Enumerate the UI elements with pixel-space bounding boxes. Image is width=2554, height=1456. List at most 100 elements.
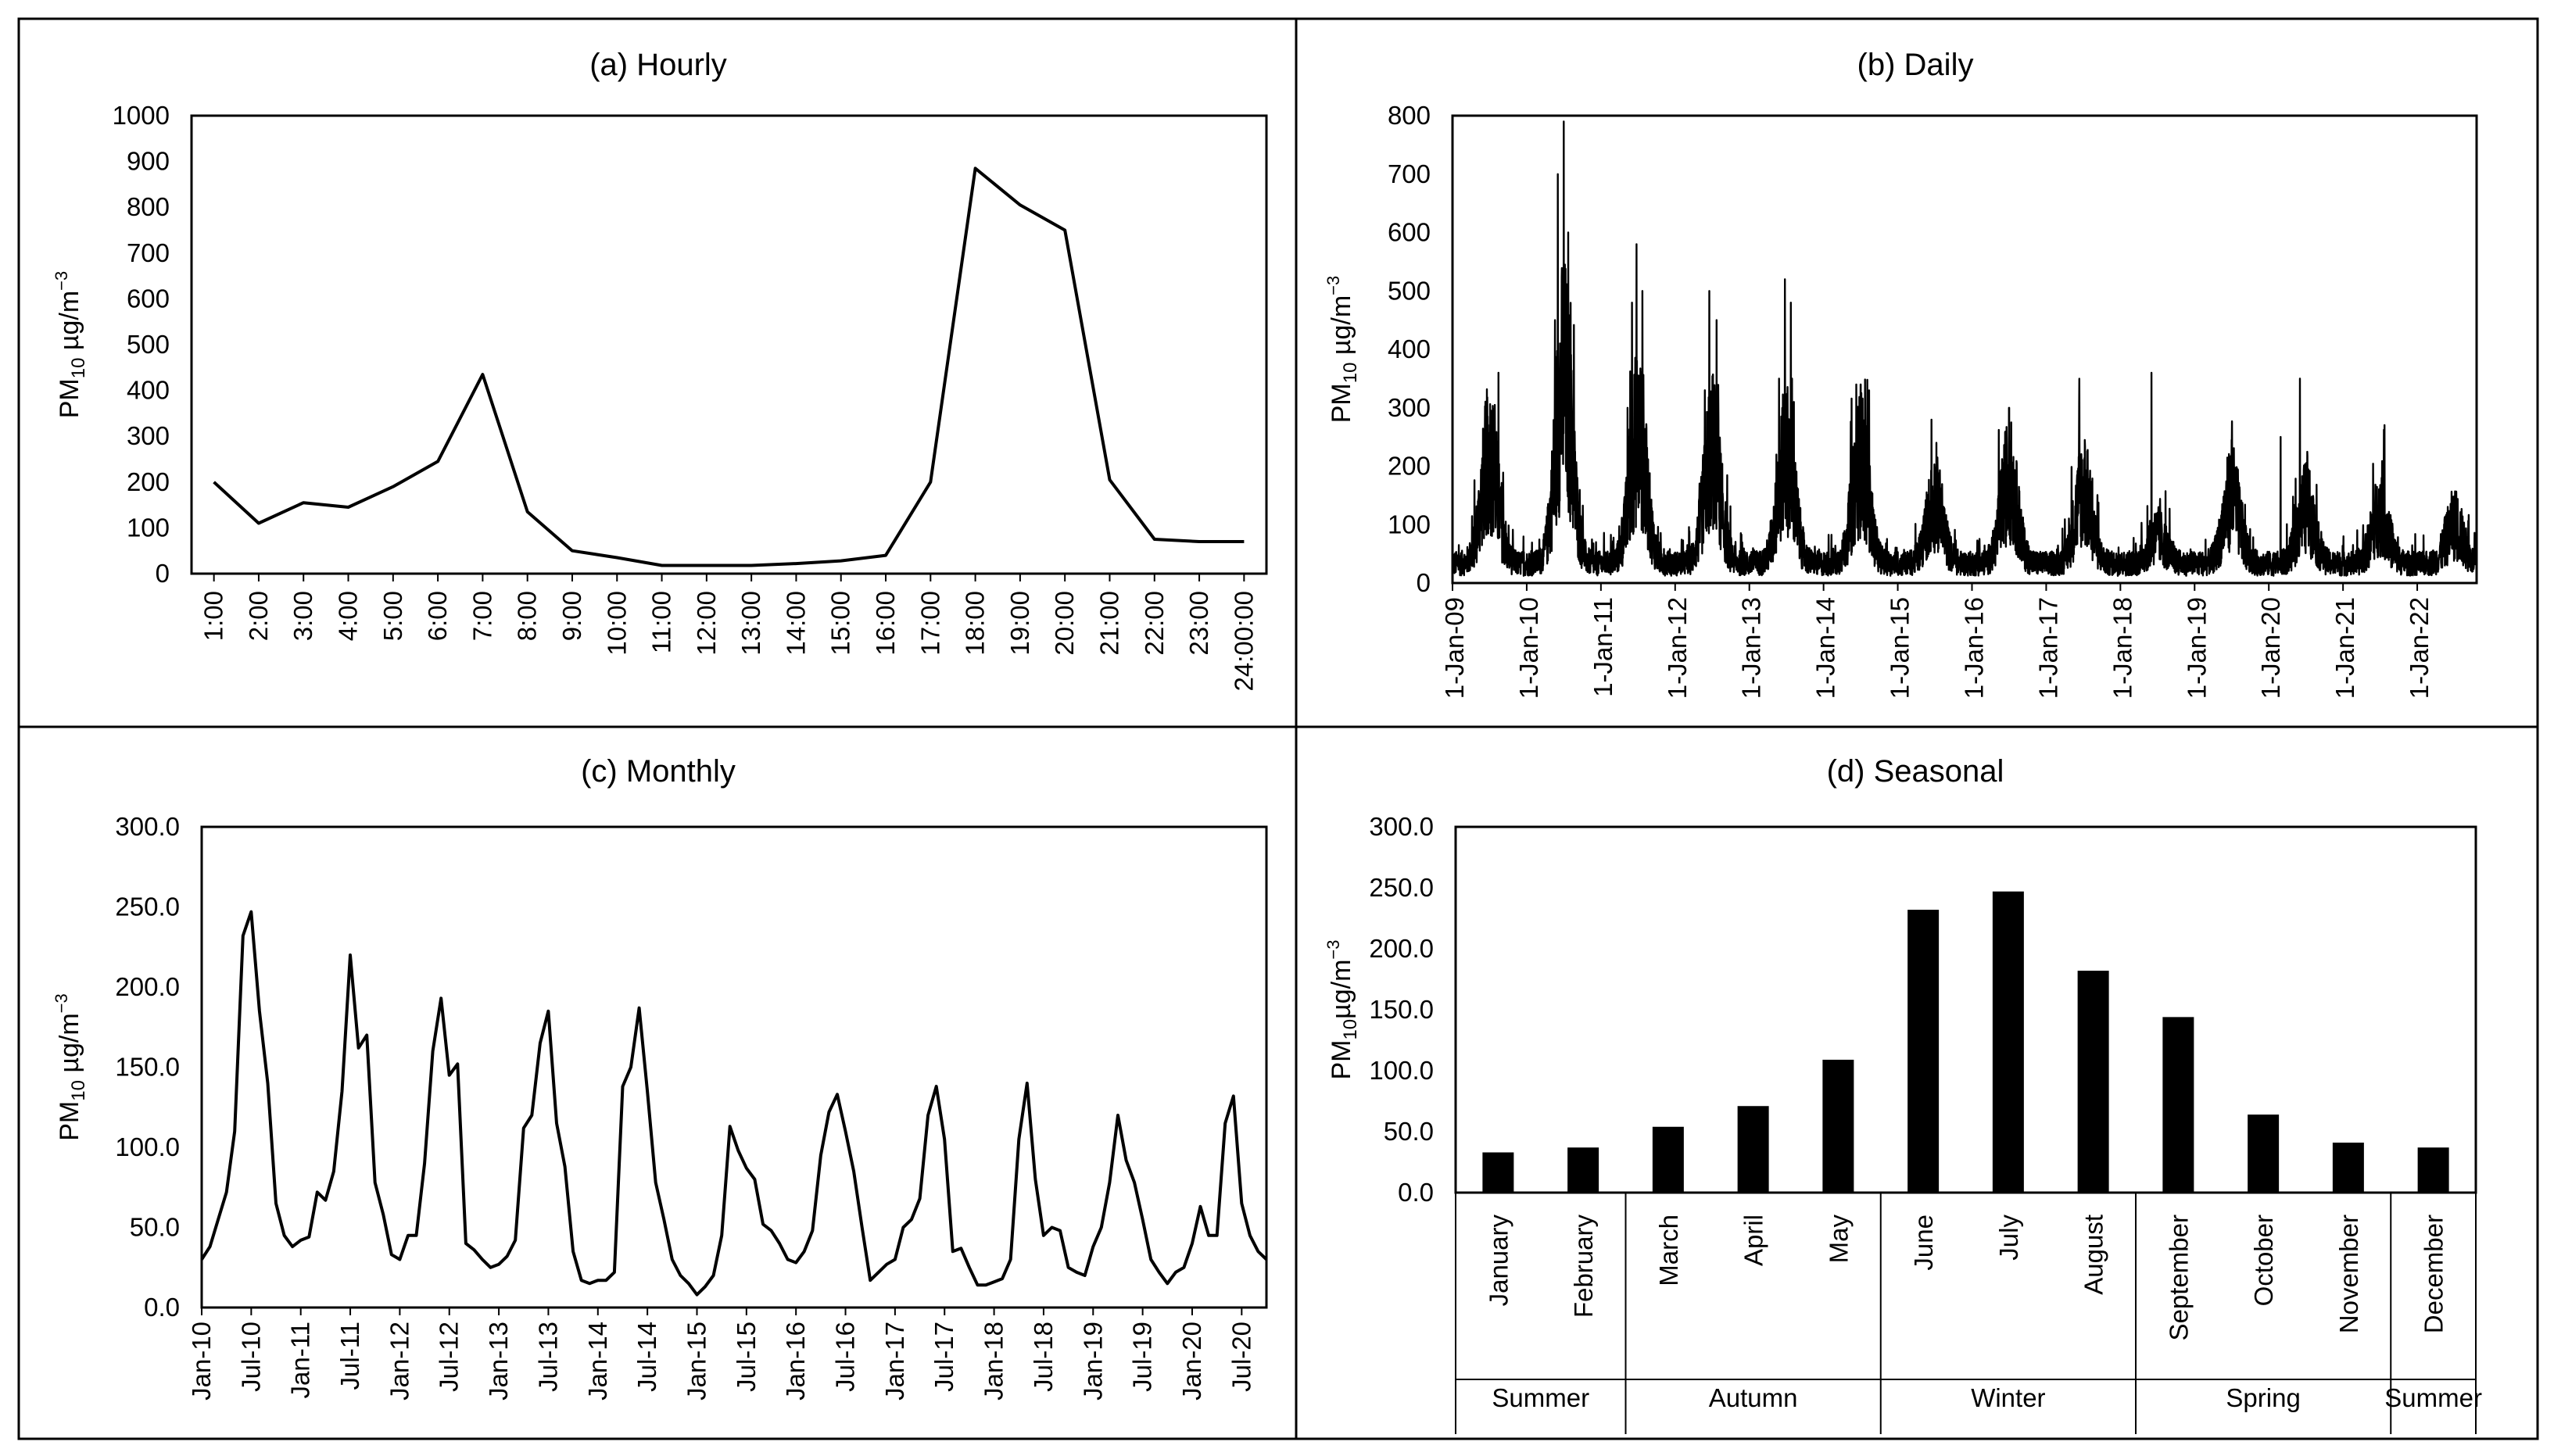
hourly-ytick-label: 1000 <box>113 101 170 130</box>
x-tick-label: 7:00 <box>467 591 496 641</box>
x-tick-label: Jul-15 <box>732 1322 761 1392</box>
month-label: February <box>1569 1215 1598 1318</box>
bar-december <box>2417 1147 2449 1193</box>
x-tick-label: 1-Jan-17 <box>2033 597 2062 699</box>
x-tick-label: Jan-17 <box>880 1322 909 1401</box>
month-label: July <box>1994 1215 2023 1261</box>
x-tick-label: 24:00:00 <box>1229 591 1258 691</box>
x-tick-label: 1-Jan-15 <box>1886 597 1915 699</box>
x-tick-label: Jan-15 <box>682 1322 711 1401</box>
daily-chart: 0 100 200 300 400 500 600 700 800 PM10 µg/m−3 1-Ja… <box>1324 101 2478 699</box>
x-tick-label: 1-Jan-18 <box>2108 597 2137 699</box>
plot-frame <box>1454 825 2477 1194</box>
x-tick-label: Jul-16 <box>831 1322 860 1392</box>
monthly-ytick-label: 100.0 <box>115 1132 180 1161</box>
daily-ytick-label: 700 <box>1388 159 1431 188</box>
seasonal-ytick-label: 250.0 <box>1369 873 1434 902</box>
x-tick-label: 10:00 <box>602 591 631 656</box>
x-tick-label: Jan-14 <box>583 1322 612 1401</box>
hourly-ytick-label: 800 <box>127 192 170 221</box>
daily-ytick-label: 200 <box>1388 452 1431 481</box>
hourly-ytick-label: 300 <box>127 421 170 450</box>
x-tick-label: 1-Jan-21 <box>2330 597 2359 699</box>
y-axis-label: PM10 µg/m−3 <box>1324 276 1361 424</box>
x-tick-label: Jan-10 <box>187 1322 216 1401</box>
bar-october <box>2248 1114 2280 1193</box>
x-tick-label: 1-Jan-20 <box>2256 597 2285 699</box>
daily-ytick-label: 300 <box>1388 393 1431 422</box>
monthly-series-line <box>200 910 1268 1297</box>
x-tick-label: 1-Jan-09 <box>1440 597 1469 699</box>
x-tick-label: 1-Jan-19 <box>2182 597 2211 699</box>
seasonal-chart: 0.0 50.0 100.0 150.0 200.0 250.0 300.0 PM10µg/m… <box>1324 812 2482 1434</box>
seasonal-ytick-label: 150.0 <box>1369 995 1434 1024</box>
x-tick-label: 14:00 <box>781 591 810 656</box>
hourly-ytick-label: 500 <box>127 330 170 359</box>
daily-ytick-label: 400 <box>1388 334 1431 363</box>
month-label: September <box>2164 1215 2193 1340</box>
hourly-ytick-label: 900 <box>127 147 170 176</box>
bar-february <box>1567 1147 1599 1193</box>
x-tick-label: 16:00 <box>871 591 900 656</box>
x-tick-label: 21:00 <box>1094 591 1123 656</box>
hourly-ytick-label: 700 <box>127 238 170 267</box>
x-tick-label: Jan-13 <box>484 1322 513 1401</box>
daily-ytick-label: 500 <box>1388 276 1431 305</box>
monthly-ytick-label: 250.0 <box>115 893 180 921</box>
x-tick-label: 17:00 <box>915 591 944 656</box>
bar-august <box>2077 971 2109 1193</box>
x-tick-label: 19:00 <box>1005 591 1034 656</box>
bar-may <box>1822 1059 1854 1193</box>
seasonal-ytick-label: 0.0 <box>1398 1178 1434 1207</box>
x-tick-label: Jul-12 <box>435 1322 464 1392</box>
hourly-ytick-label: 400 <box>127 376 170 405</box>
x-tick-label: 2:00 <box>244 591 273 641</box>
x-tick-label: Jul-14 <box>632 1322 661 1392</box>
x-tick-label: 1-Jan-11 <box>1589 597 1617 697</box>
monthly-ytick-label: 0.0 <box>144 1293 180 1322</box>
hourly-ytick-label: 600 <box>127 284 170 313</box>
x-tick-label: 1-Jan-13 <box>1737 597 1766 699</box>
bar-november <box>2332 1143 2364 1193</box>
bar-july <box>1992 891 2024 1193</box>
hourly-ytick-label: 0 <box>156 559 170 588</box>
season-label: Summer <box>2384 1383 2482 1412</box>
month-label: November <box>2334 1215 2363 1333</box>
x-tick-label: Jan-19 <box>1078 1322 1107 1401</box>
season-label: Winter <box>1971 1383 2045 1412</box>
month-label: August <box>2079 1215 2108 1295</box>
season-label: Spring <box>2226 1383 2300 1412</box>
season-label: Autumn <box>1709 1383 1798 1412</box>
panel-b-title: (b) Daily <box>1857 48 1974 82</box>
x-tick-label: 15:00 <box>826 591 855 656</box>
x-tick-label: 11:00 <box>647 591 676 653</box>
x-tick-label: 3:00 <box>288 591 317 641</box>
month-label: January <box>1484 1215 1513 1307</box>
month-label: May <box>1824 1215 1853 1264</box>
y-axis-label: PM10 µg/m−3 <box>52 993 89 1141</box>
x-tick-label: Jan-18 <box>980 1322 1008 1401</box>
x-tick-label: 1:00 <box>199 591 228 641</box>
hourly-chart: 0 100 200 300 400 500 600 700 800 900 1000 PM10 µg/… <box>52 101 1268 691</box>
month-label: March <box>1654 1215 1683 1286</box>
x-tick-label: Jan-11 <box>286 1322 315 1398</box>
x-tick-label: 5:00 <box>378 591 407 641</box>
plot-frame <box>200 825 1268 1309</box>
figure-frame <box>17 17 2539 1440</box>
x-tick-label: 1-Jan-14 <box>1811 597 1840 699</box>
x-tick-label: 4:00 <box>334 591 363 641</box>
x-tick-label: 6:00 <box>423 591 452 641</box>
x-tick-label: Jan-20 <box>1177 1322 1206 1401</box>
plot-frame <box>190 114 1268 575</box>
x-tick-label: Jul-10 <box>236 1322 265 1392</box>
hourly-series-line <box>213 166 1245 567</box>
x-tick-label: 8:00 <box>513 591 542 641</box>
bar-june <box>1907 910 1940 1193</box>
seasonal-ytick-label: 200.0 <box>1369 934 1434 963</box>
monthly-ytick-label: 50.0 <box>130 1213 180 1242</box>
x-tick-label: 1-Jan-10 <box>1514 597 1543 699</box>
bar-september <box>2162 1017 2194 1193</box>
x-tick-label: 18:00 <box>961 591 990 656</box>
panel-a-title: (a) Hourly <box>589 48 727 82</box>
